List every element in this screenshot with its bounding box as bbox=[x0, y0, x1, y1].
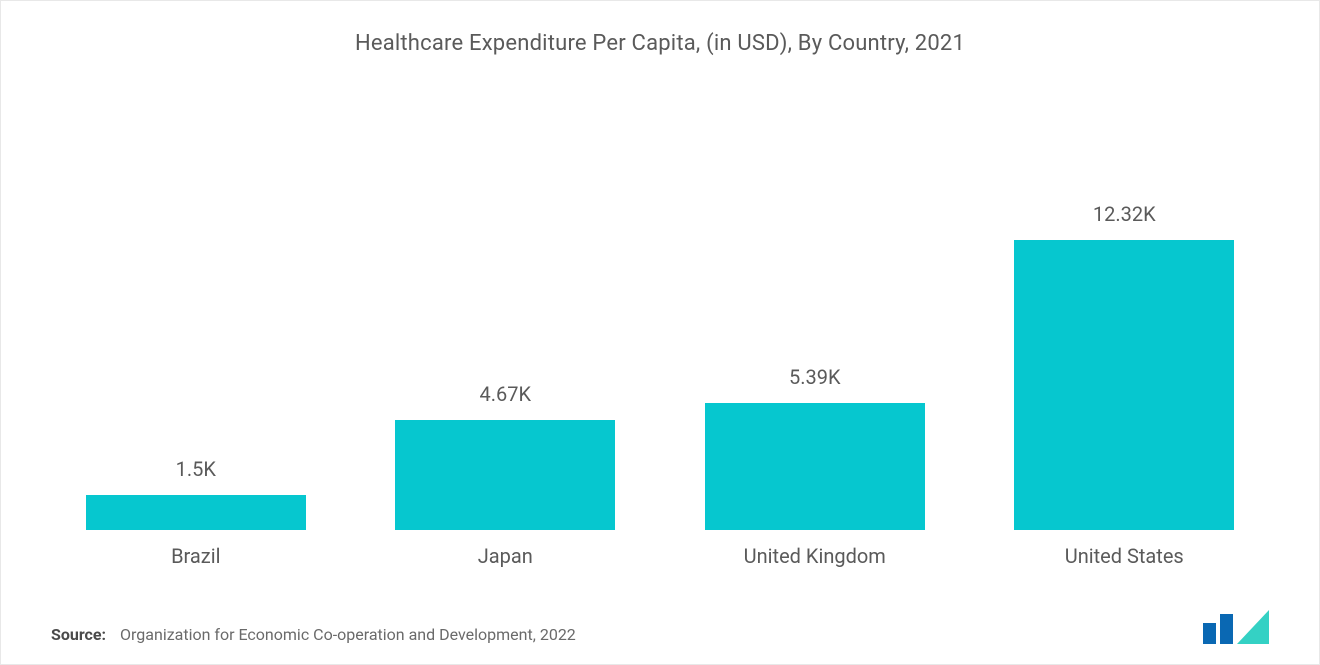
bar-group: 12.32K United States bbox=[1014, 106, 1234, 568]
chart-footer: Source: Organization for Economic Co-ope… bbox=[51, 568, 1269, 644]
bar bbox=[1014, 240, 1234, 530]
source-line: Source: Organization for Economic Co-ope… bbox=[51, 625, 576, 644]
plot-area: 1.5K Brazil 4.67K Japan 5.39K United Kin… bbox=[51, 66, 1269, 568]
bar-group: 1.5K Brazil bbox=[86, 106, 306, 568]
bar-category-label: United States bbox=[1065, 544, 1184, 568]
bar-group: 4.67K Japan bbox=[395, 106, 615, 568]
bar-value-label: 12.32K bbox=[1093, 202, 1156, 226]
bar bbox=[395, 420, 615, 530]
bar-category-label: Brazil bbox=[171, 544, 220, 568]
chart-container: Healthcare Expenditure Per Capita, (in U… bbox=[1, 1, 1319, 664]
source-label: Source: bbox=[51, 625, 106, 644]
bar-category-label: United Kingdom bbox=[744, 544, 886, 568]
bar-value-label: 5.39K bbox=[789, 365, 841, 389]
bar-category-label: Japan bbox=[478, 544, 533, 568]
bar bbox=[86, 495, 306, 530]
bar-value-label: 1.5K bbox=[176, 457, 216, 481]
brand-logo-icon bbox=[1203, 608, 1269, 644]
bar-group: 5.39K United Kingdom bbox=[705, 106, 925, 568]
bar-value-label: 4.67K bbox=[479, 382, 531, 406]
chart-title: Healthcare Expenditure Per Capita, (in U… bbox=[51, 31, 1269, 56]
source-text: Organization for Economic Co-operation a… bbox=[120, 625, 576, 644]
bar bbox=[705, 403, 925, 530]
